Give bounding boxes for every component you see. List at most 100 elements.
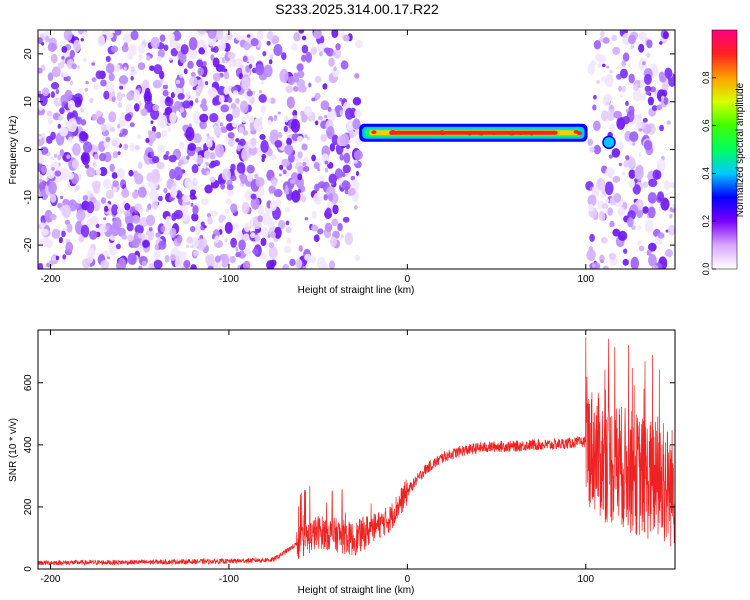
spectral-point xyxy=(179,52,187,64)
spectral-point xyxy=(642,206,649,214)
spectral-point xyxy=(314,75,322,83)
spectral-point xyxy=(80,153,89,163)
spectral-point xyxy=(354,255,361,261)
spectral-point xyxy=(46,168,56,179)
spectral-point xyxy=(208,253,215,264)
spectral-point xyxy=(121,200,126,207)
spectral-point xyxy=(260,237,267,247)
spectral-point xyxy=(42,47,46,51)
spectral-point xyxy=(260,227,269,239)
spectral-point xyxy=(230,163,236,172)
spectral-point xyxy=(105,81,115,93)
spectral-point xyxy=(256,30,264,41)
spectral-point xyxy=(644,85,652,93)
spectral-point xyxy=(233,32,238,37)
spectral-point xyxy=(317,42,326,54)
spectral-point xyxy=(646,39,653,49)
spectral-point xyxy=(644,219,654,234)
spectral-point xyxy=(239,100,249,114)
spectral-point xyxy=(151,155,160,164)
spectral-point xyxy=(173,100,182,111)
spectral-point xyxy=(47,42,57,52)
spectral-point xyxy=(638,31,647,41)
spectral-point xyxy=(618,162,623,167)
spectral-point xyxy=(39,178,43,183)
spectral-point xyxy=(218,216,224,224)
spectral-point xyxy=(40,222,46,228)
spectral-point xyxy=(659,124,664,132)
spectral-point xyxy=(154,244,160,251)
spectral-point xyxy=(224,238,228,243)
spectral-point xyxy=(278,220,286,230)
spectral-point xyxy=(187,143,197,151)
x-tick-label: -200 xyxy=(40,274,60,285)
spectral-point xyxy=(150,168,161,184)
spectral-point xyxy=(248,63,253,69)
spectral-point xyxy=(118,114,127,127)
spectral-point xyxy=(108,111,117,123)
spectral-point xyxy=(137,161,143,169)
spectral-point xyxy=(148,227,153,232)
y-tick-label: -10 xyxy=(23,190,34,205)
x-tick-label: 0 xyxy=(405,274,411,285)
spectral-point xyxy=(147,230,154,237)
spectral-point xyxy=(253,118,262,131)
spectral-point xyxy=(91,77,97,83)
spectral-point xyxy=(301,35,307,41)
spectral-point xyxy=(146,55,151,61)
spectral-point xyxy=(190,226,196,233)
spectral-point xyxy=(112,180,119,187)
bottom-xlabel: Height of straight line (km) xyxy=(298,585,415,596)
spectral-point xyxy=(39,93,48,107)
spectral-point xyxy=(642,181,649,188)
spectral-point xyxy=(192,250,200,257)
spectral-point xyxy=(344,189,349,195)
spectral-point xyxy=(137,62,146,71)
spectral-point xyxy=(310,256,317,264)
top-ylabel: Frequency (Hz) xyxy=(8,116,19,185)
spectral-point xyxy=(85,80,89,85)
spectral-point xyxy=(104,205,109,212)
spectral-point xyxy=(72,143,81,156)
spectral-point xyxy=(206,138,213,148)
band-peak xyxy=(529,131,535,136)
spectral-point xyxy=(600,194,604,198)
spectral-point xyxy=(305,51,313,63)
spectral-point xyxy=(39,174,43,178)
spectral-point xyxy=(61,46,68,53)
spectral-point xyxy=(628,73,635,84)
spectral-point xyxy=(170,47,179,57)
spectral-point xyxy=(149,65,155,71)
spectral-point xyxy=(587,194,597,207)
spectral-point xyxy=(197,67,205,76)
spectral-point xyxy=(117,151,121,155)
y-tick-label: 600 xyxy=(23,374,34,391)
spectral-point xyxy=(243,223,251,233)
spectral-point xyxy=(625,155,630,161)
spectral-point xyxy=(310,224,319,232)
spectral-point xyxy=(173,166,183,181)
band-peak xyxy=(371,130,377,134)
spectral-point xyxy=(55,255,60,261)
spectral-point xyxy=(89,230,98,240)
spectral-point xyxy=(80,38,84,42)
spectral-point xyxy=(158,240,167,250)
spectral-point xyxy=(123,187,128,193)
spectral-point xyxy=(297,173,303,181)
spectral-point xyxy=(62,198,70,207)
spectral-point xyxy=(660,197,670,211)
spectral-point xyxy=(278,173,282,177)
spectral-point xyxy=(150,120,154,124)
spectral-point xyxy=(190,202,194,207)
spectral-point xyxy=(667,225,675,236)
spectral-point xyxy=(258,89,263,94)
spectral-point xyxy=(167,126,171,132)
spectral-point xyxy=(116,91,123,102)
spectral-point xyxy=(64,89,73,101)
spectral-point xyxy=(622,52,630,62)
spectral-point xyxy=(80,108,85,113)
spectral-point xyxy=(602,63,606,68)
spectral-point xyxy=(93,185,100,194)
spectral-point xyxy=(82,195,89,201)
spectral-point xyxy=(137,232,142,239)
